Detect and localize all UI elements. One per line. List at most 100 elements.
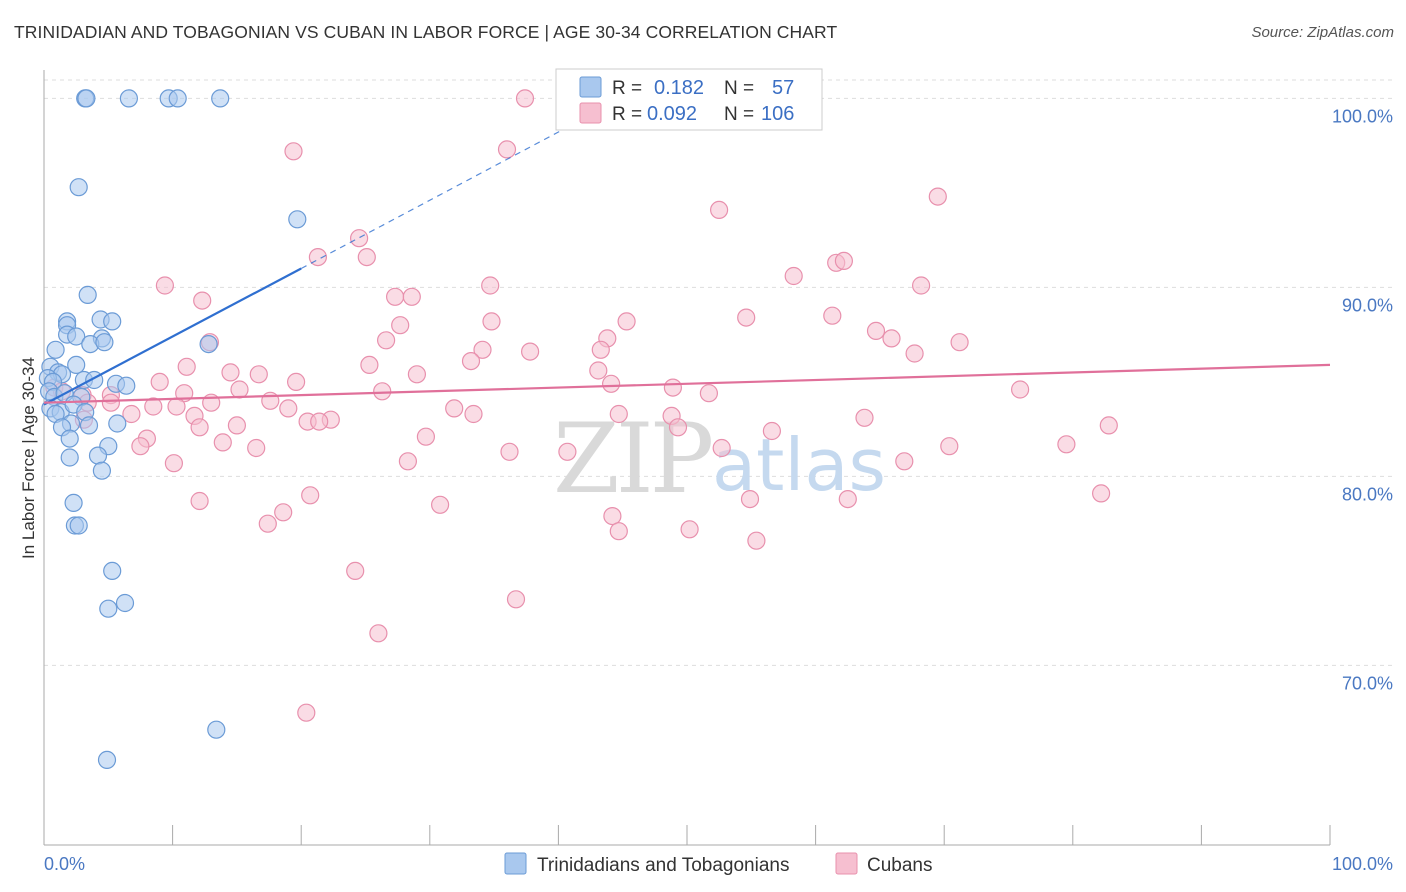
cubans-point (190, 418, 209, 437)
cubans-point (712, 438, 731, 458)
trinidadians-point (60, 429, 79, 448)
cubans-point (663, 378, 683, 397)
cubans-point (497, 140, 517, 159)
trinidadians-point (168, 89, 187, 108)
trinidadians-point (92, 461, 112, 480)
trinidadians-point (288, 210, 307, 229)
trinidadians-point (46, 340, 65, 359)
cubans-point (680, 520, 699, 539)
cubans-point (274, 503, 293, 522)
chart-title: TRINIDADIAN AND TOBAGONIAN VS CUBAN IN L… (14, 22, 838, 42)
cubans-point (386, 287, 405, 306)
cubans-point (350, 229, 369, 248)
cubans-point (520, 342, 540, 361)
legend-swatch-trinidadians (504, 852, 527, 875)
cubans-point (895, 452, 914, 471)
cubans-point (834, 251, 854, 270)
trinidadians-point (97, 750, 117, 770)
cubans-point (377, 331, 396, 350)
cubans-point (482, 312, 501, 331)
grid-lines (44, 79, 1392, 666)
cubans-point (357, 248, 376, 267)
trinidadians-point (69, 178, 88, 197)
cubans-point (737, 308, 756, 327)
cubans-point (762, 421, 782, 441)
cubans-point (258, 514, 277, 533)
series-legend: Trinidadians and Tobagonians Cubans (504, 852, 933, 876)
cubans-point (591, 340, 610, 359)
cubans-point (882, 329, 901, 348)
cubans-point (784, 266, 803, 286)
trinidadians-point (199, 335, 218, 354)
cubans-point (279, 399, 298, 418)
watermark: ZIP atlas (553, 403, 886, 515)
cubans-point (740, 490, 760, 509)
cubans-point (213, 433, 232, 452)
cubans-point (227, 416, 246, 435)
cubans-point (346, 561, 365, 581)
cubans-point (461, 352, 481, 371)
cubans-point (950, 333, 969, 352)
trinidadians-point (103, 561, 122, 581)
trinidadians-points (38, 89, 307, 770)
cubans-point (609, 522, 628, 541)
cubans-point (221, 363, 240, 382)
legend-swatch-cubans (835, 852, 858, 875)
trinidadians-point (67, 355, 86, 374)
cubans-point (1091, 484, 1111, 503)
cubans-point (131, 437, 150, 456)
source-credit: Source: ZipAtlas.com (1251, 24, 1394, 41)
cubans-point (445, 399, 464, 418)
cubans-point (398, 452, 417, 471)
cubans-point (249, 365, 268, 384)
trinidadians-point (69, 516, 88, 535)
trinidadians-point (60, 448, 79, 467)
legend-swatch-blue (579, 76, 602, 98)
cubans-point (838, 490, 857, 509)
trinidadians-point (211, 89, 230, 108)
trinidadians-point (88, 446, 108, 465)
cubans-point (609, 404, 628, 424)
cubans-point (747, 531, 766, 550)
cubans-point (391, 316, 410, 335)
cubans-point (668, 418, 688, 437)
legend-n-label-pink: N = (724, 104, 754, 125)
axes (43, 70, 1331, 846)
cubans-point (360, 355, 379, 374)
cubans-point (506, 590, 526, 609)
cubans-point (301, 486, 320, 505)
cubans-point (122, 404, 141, 424)
trinidadians-point (103, 312, 122, 331)
trinidadians-point (64, 493, 83, 512)
cubans-point (589, 361, 608, 380)
x-tick-labels: 0.0% 100.0% (44, 854, 1393, 874)
cubans-point (500, 442, 519, 461)
cubans-point (407, 365, 426, 384)
correlation-legend: R = 0.182 N = 57 R = 0.092 N = 106 (555, 68, 823, 131)
y-tick-label-0: 100.0% (1332, 106, 1393, 126)
trinidadians-point (95, 333, 114, 352)
cubans-point (230, 380, 249, 399)
cubans-point (464, 404, 483, 424)
cubans-point (402, 287, 421, 306)
legend-n-value-pink: 106 (761, 103, 794, 125)
legend-label-trinidadians: Trinidadians and Tobagonians (537, 855, 789, 876)
cubans-point (416, 427, 435, 446)
legend-n-label-blue: N = (724, 78, 754, 99)
cubans-point (473, 340, 492, 359)
cubans-point (617, 312, 636, 331)
trinidadians-point (115, 593, 135, 613)
trinidadians-point (119, 89, 138, 108)
trinidadians-point (77, 89, 96, 108)
trinidadians-point (78, 285, 97, 304)
watermark-zip: ZIP (553, 403, 712, 515)
y-tick-label-1: 90.0% (1342, 295, 1393, 315)
cubans-point (190, 491, 209, 511)
cubans-point (101, 393, 121, 412)
cubans-point (823, 306, 842, 325)
trinidadians-point (108, 414, 127, 433)
cubans-point (558, 442, 577, 461)
cubans-point (431, 495, 450, 514)
cubans-point (709, 200, 729, 219)
